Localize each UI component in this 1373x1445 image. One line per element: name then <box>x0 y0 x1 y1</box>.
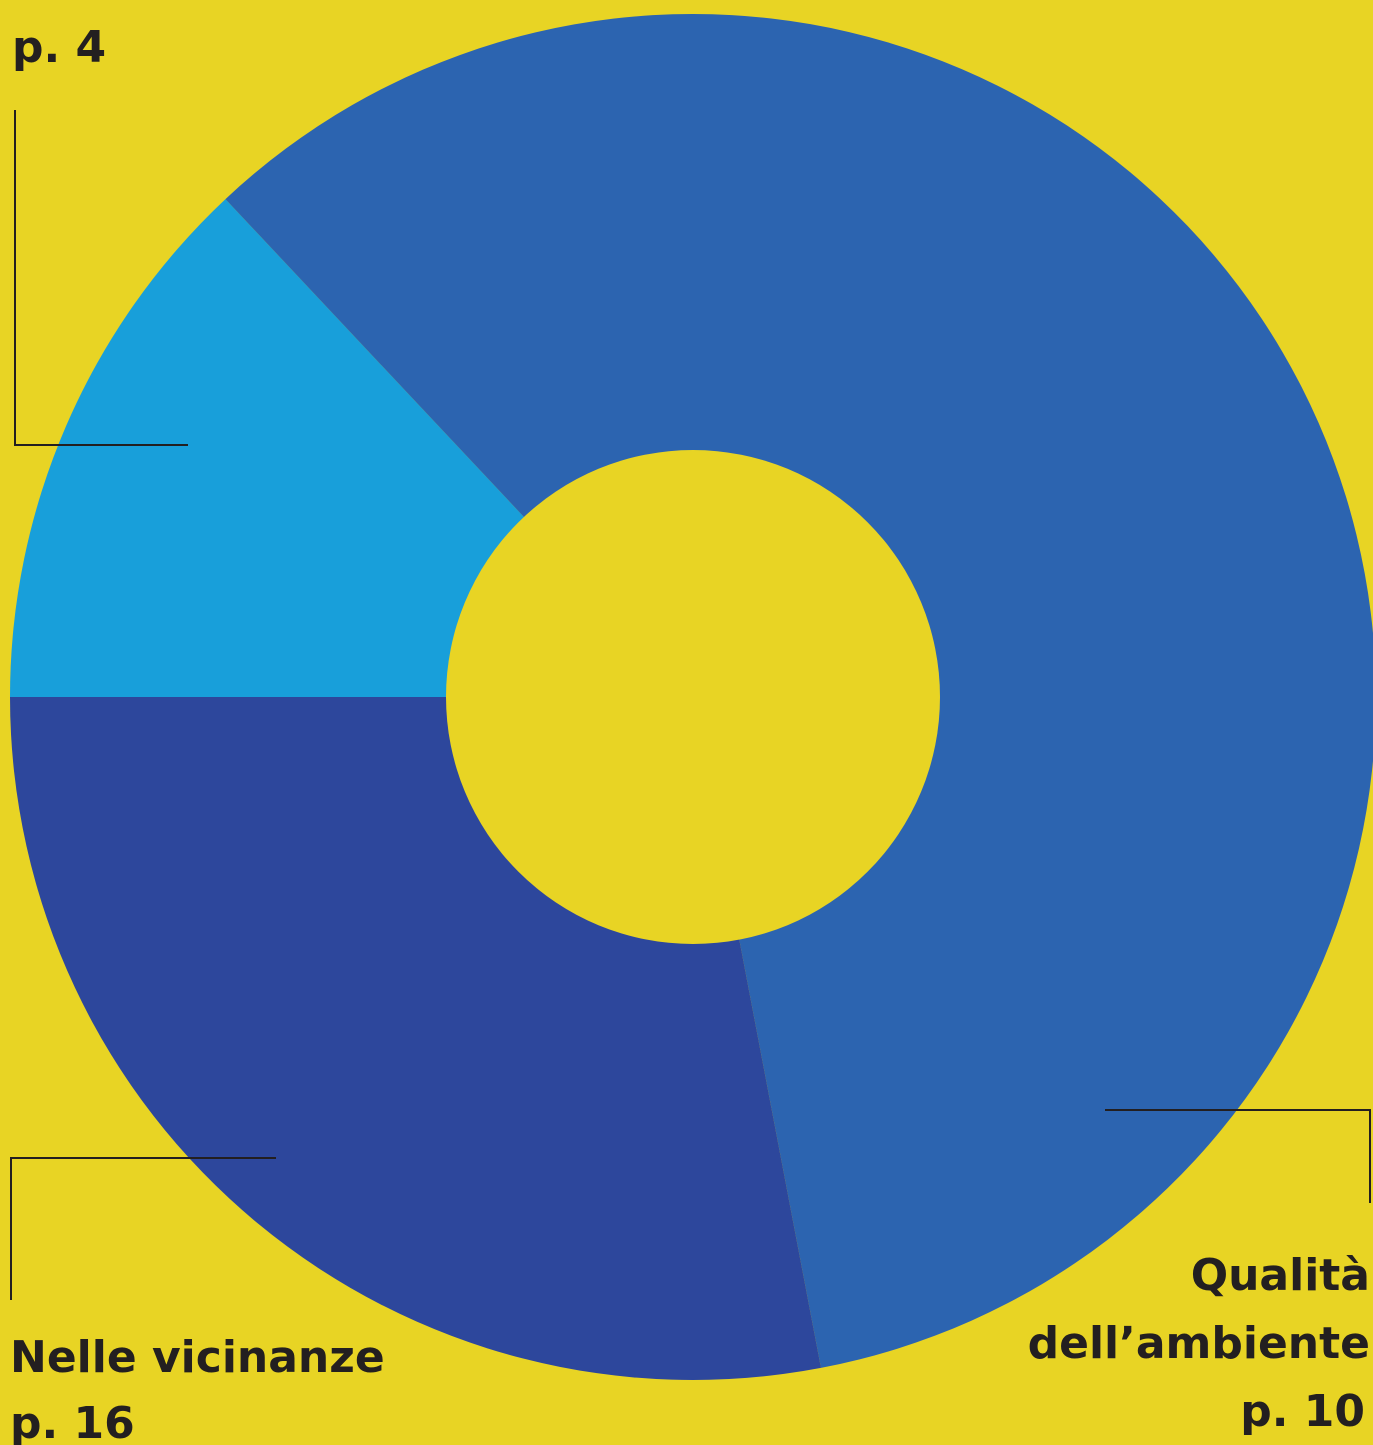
leader-line <box>1105 1109 1371 1203</box>
leader-line <box>14 110 188 446</box>
leader-line <box>10 1157 276 1300</box>
segment-label: Nelle vicinanze <box>10 1332 385 1383</box>
page-label: p. 16 <box>10 1398 135 1445</box>
page-label: p. 10 <box>1240 1386 1365 1437</box>
page-label: p. 4 <box>12 22 106 73</box>
segment-label: dell’ambiente <box>1028 1318 1370 1369</box>
labels: p. 4 Qualità dell’ambiente p. 10 Nelle vicin… <box>10 22 1370 1445</box>
donut-hole <box>446 450 940 944</box>
segment-label: Qualità <box>1191 1250 1370 1301</box>
